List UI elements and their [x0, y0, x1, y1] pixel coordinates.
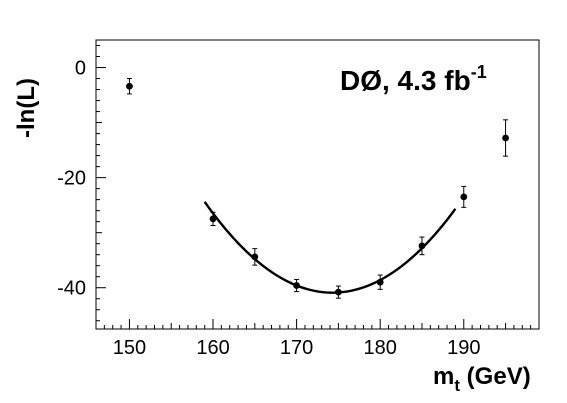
- point-marker: [209, 215, 217, 223]
- y-tick-label--20: -20: [57, 168, 86, 190]
- data-point-175: [334, 285, 342, 299]
- data-point-170: [293, 278, 301, 293]
- plot-frame: [95, 39, 540, 330]
- data-points: [126, 78, 509, 299]
- x-tick-label-170: 170: [280, 337, 313, 359]
- y-tick-label--40: -40: [57, 278, 86, 300]
- point-marker: [293, 282, 301, 289]
- data-point-165: [251, 248, 259, 266]
- data-point-185: [418, 236, 426, 256]
- x-tick-label-160: 160: [196, 337, 229, 359]
- x-axis-label-main: m: [433, 363, 454, 390]
- data-point-195: [502, 119, 509, 157]
- point-marker: [251, 253, 259, 261]
- point-marker: [502, 134, 509, 142]
- data-point-150: [126, 78, 133, 95]
- data-point-180: [376, 274, 384, 290]
- y-axis-label: -ln(L): [13, 78, 40, 138]
- x-tick-label-190: 190: [447, 337, 480, 359]
- x-axis-label-unit: (GeV): [460, 363, 531, 390]
- tick-labels: 150 160 170 180 190 0 -20 -40: [57, 58, 480, 359]
- annotation-main: DØ, 4.3 fb: [340, 65, 471, 96]
- x-tick-label-150: 150: [113, 337, 146, 359]
- point-marker: [376, 278, 384, 286]
- x-tick-label-180: 180: [364, 337, 397, 359]
- point-marker: [334, 288, 342, 296]
- x-axis-label: mt (GeV): [433, 363, 531, 395]
- point-marker: [460, 193, 468, 201]
- annotation-label: DØ, 4.3 fb-1: [340, 62, 487, 96]
- point-marker: [418, 242, 426, 250]
- axis-ticks: [95, 45, 540, 329]
- point-marker: [126, 82, 133, 90]
- data-point-160: [209, 211, 217, 227]
- data-point-190: [460, 185, 468, 208]
- annotation-superscript: -1: [471, 62, 487, 82]
- fit-curve: [203, 201, 457, 294]
- x-axis-label-subscript: t: [454, 376, 460, 395]
- y-tick-label-0: 0: [75, 58, 86, 80]
